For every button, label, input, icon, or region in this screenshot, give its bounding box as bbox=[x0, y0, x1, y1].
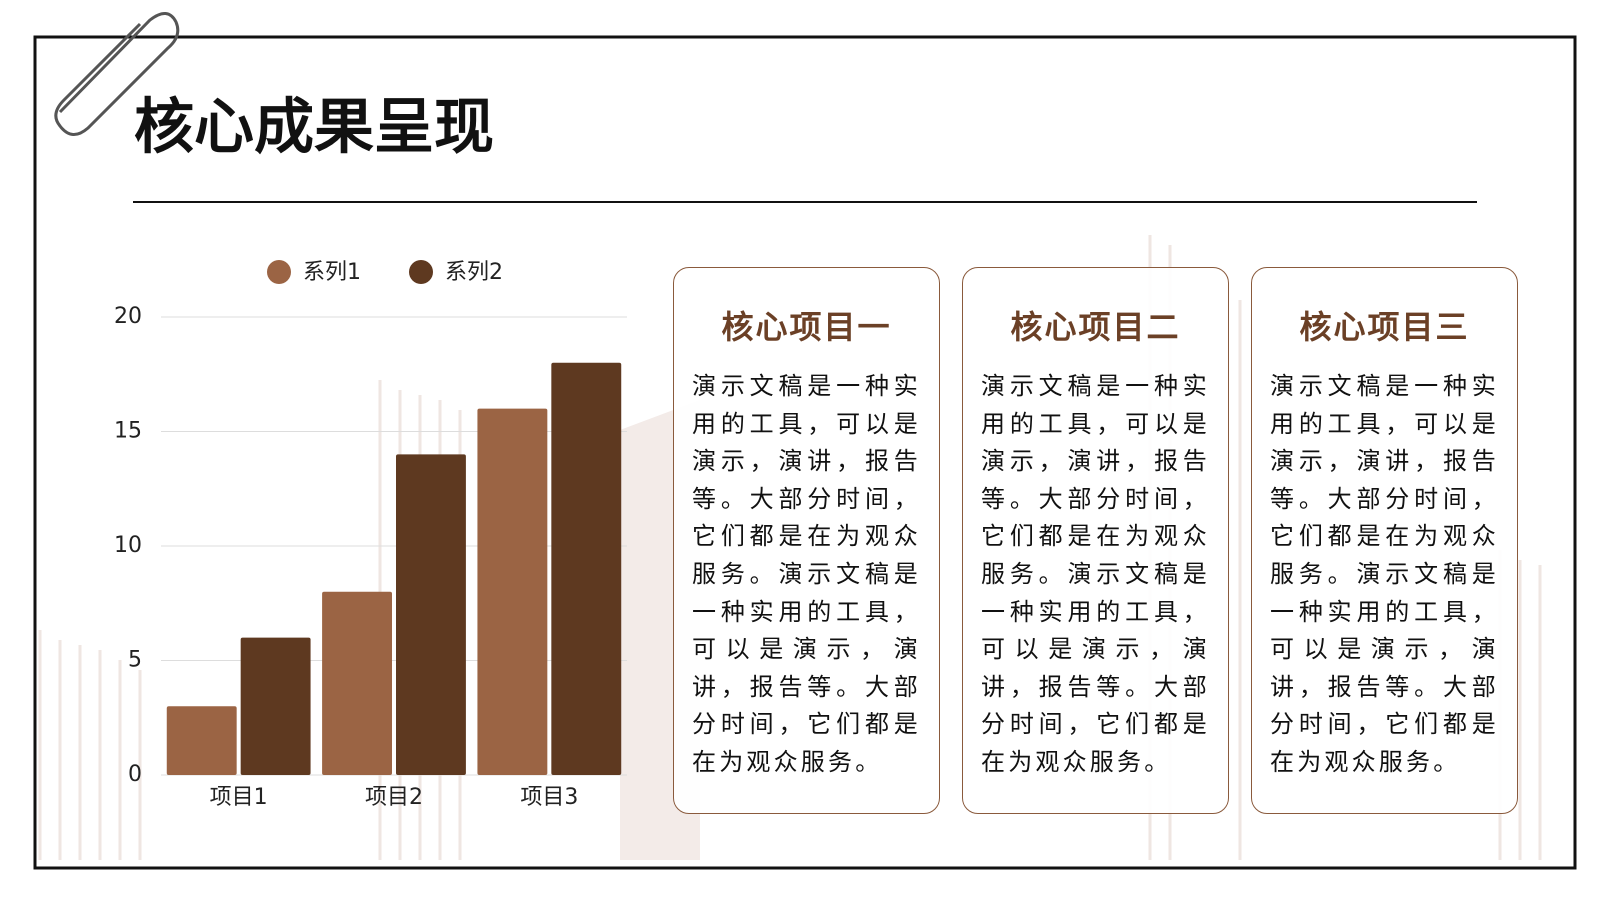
legend-swatch bbox=[409, 260, 433, 284]
bar bbox=[396, 454, 466, 775]
x-tick-label: 项目2 bbox=[365, 785, 423, 810]
y-tick-label: 5 bbox=[128, 648, 142, 673]
y-tick-label: 10 bbox=[114, 533, 142, 558]
frame bbox=[33, 35, 1577, 870]
bar bbox=[322, 591, 392, 775]
y-tick-label: 15 bbox=[114, 419, 142, 444]
card: 核心项目三演示文稿是一种实用的工具，可以是演示，演讲，报告等。大部分时间，它们都… bbox=[1251, 267, 1518, 814]
card: 核心项目二演示文稿是一种实用的工具，可以是演示，演讲，报告等。大部分时间，它们都… bbox=[962, 267, 1229, 814]
bar bbox=[240, 637, 311, 775]
y-tick-label: 20 bbox=[114, 304, 142, 329]
bar bbox=[477, 408, 548, 775]
card-title: 核心项目三 bbox=[1299, 308, 1470, 346]
bar bbox=[166, 706, 237, 775]
slide-title: 核心成果呈现 bbox=[134, 93, 494, 163]
paperclip bbox=[54, 12, 180, 136]
legend-swatch bbox=[267, 260, 291, 284]
card-text: 演示文稿是一种实用的工具，可以是演示，演讲，报告等。大部分时间，它们都是在为观众… bbox=[981, 372, 1210, 776]
legend-label: 系列1 bbox=[303, 260, 361, 285]
y-tick-label: 0 bbox=[128, 762, 142, 787]
x-tick-label: 项目1 bbox=[210, 785, 268, 810]
card-text: 演示文稿是一种实用的工具，可以是演示，演讲，报告等。大部分时间，它们都是在为观众… bbox=[692, 372, 921, 776]
card: 核心项目一演示文稿是一种实用的工具，可以是演示，演讲，报告等。大部分时间，它们都… bbox=[673, 267, 940, 814]
bar bbox=[551, 362, 622, 775]
card-title: 核心项目二 bbox=[1010, 308, 1181, 346]
legend-label: 系列2 bbox=[445, 260, 503, 285]
card-title: 核心项目一 bbox=[721, 308, 892, 346]
x-tick-label: 项目3 bbox=[520, 785, 578, 810]
card-text: 演示文稿是一种实用的工具，可以是演示，演讲，报告等。大部分时间，它们都是在为观众… bbox=[1270, 372, 1499, 776]
